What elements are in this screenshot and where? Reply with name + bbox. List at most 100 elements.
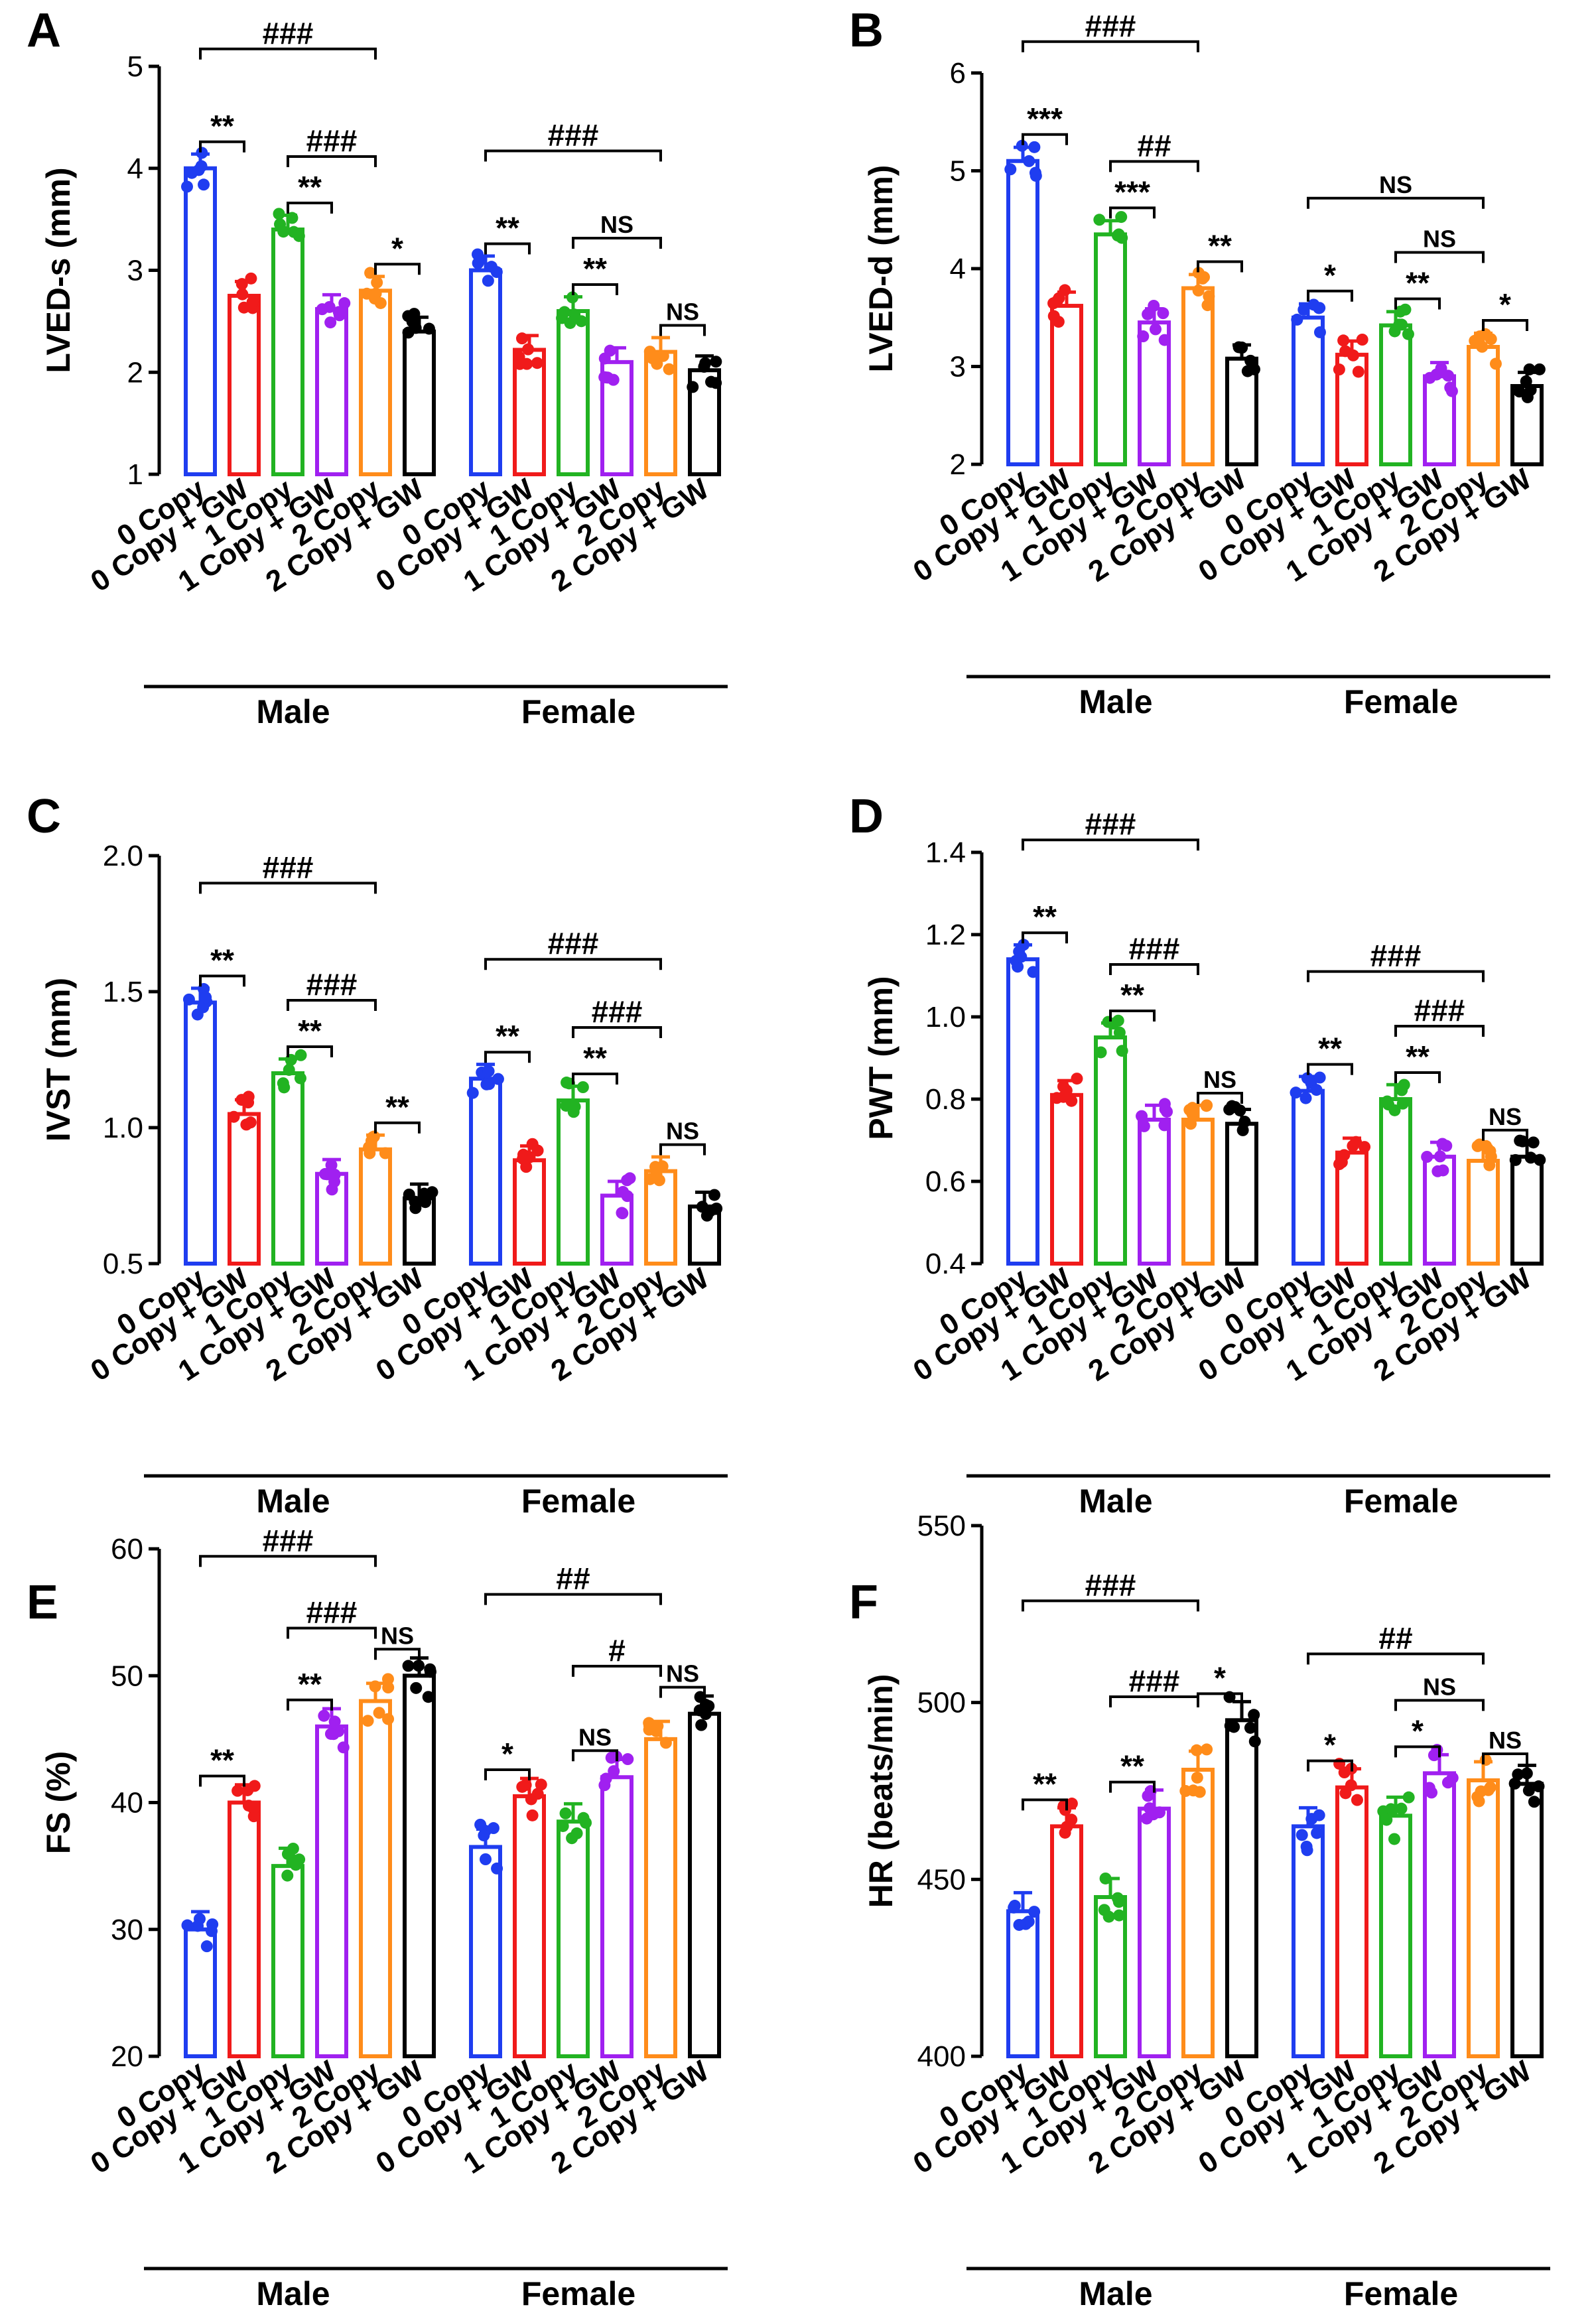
data-point — [699, 1699, 712, 1711]
data-point — [281, 1869, 294, 1882]
data-point — [1099, 1872, 1112, 1884]
bar — [1423, 1771, 1456, 2058]
data-point — [1310, 1084, 1323, 1096]
data-point — [1102, 1910, 1115, 1923]
significance-label: ## — [1378, 1620, 1412, 1655]
y-tick-label: 4 — [127, 153, 143, 185]
bar — [403, 329, 436, 476]
significance-bracket — [1022, 1798, 1068, 1811]
significance-bracket — [1394, 297, 1441, 310]
significance-label: *** — [1114, 174, 1150, 209]
data-point — [365, 1134, 377, 1147]
data-point — [236, 288, 249, 300]
y-tick-label: 40 — [111, 1787, 143, 1819]
significance-bracket — [199, 1555, 377, 1567]
bar — [1006, 1909, 1039, 2058]
bar — [469, 1077, 502, 1266]
data-point — [364, 267, 377, 279]
data-point — [1093, 214, 1106, 226]
data-point — [1136, 1110, 1148, 1122]
significance-label: * — [501, 1737, 513, 1771]
data-point — [182, 993, 195, 1006]
data-point — [382, 1682, 395, 1694]
significance-bracket — [484, 1593, 662, 1605]
bar — [315, 1724, 348, 2058]
panel-letter: B — [849, 4, 884, 57]
bar — [513, 348, 546, 476]
bar — [644, 1737, 677, 2058]
data-point — [1509, 1154, 1522, 1166]
significance-label: ** — [298, 1667, 322, 1701]
y-tick-label: 1.5 — [103, 976, 143, 1008]
data-point — [333, 309, 346, 322]
data-point — [240, 1118, 253, 1131]
significance-label: ** — [210, 1743, 234, 1778]
data-point — [192, 164, 205, 176]
significance-bracket — [659, 1685, 706, 1698]
data-point — [687, 381, 699, 393]
data-point — [369, 1680, 381, 1693]
bar — [271, 1071, 304, 1266]
data-point — [490, 266, 503, 279]
group-label: Male — [1079, 2275, 1152, 2309]
data-point — [1138, 1120, 1150, 1132]
data-point — [1311, 1827, 1323, 1839]
data-point — [1149, 323, 1162, 336]
data-point — [409, 322, 422, 334]
significance-label: ** — [1406, 1039, 1430, 1074]
y-tick-label: 500 — [917, 1687, 966, 1719]
panel-letter: D — [849, 790, 884, 843]
data-point — [316, 303, 328, 316]
significance-bracket — [287, 1626, 377, 1639]
significance-label: ### — [263, 850, 314, 884]
data-point — [1200, 1100, 1213, 1112]
significance-label: ** — [298, 1014, 322, 1048]
data-point — [1435, 362, 1447, 375]
data-point — [1016, 139, 1028, 152]
data-point — [474, 1818, 487, 1831]
significance-bracket — [1394, 1071, 1441, 1083]
y-tick-label: 0.6 — [925, 1165, 966, 1198]
significance-label: NS — [578, 1723, 612, 1750]
data-point — [294, 1072, 306, 1085]
significance-label: ### — [306, 967, 358, 1002]
data-point — [200, 991, 212, 1004]
data-point — [522, 343, 535, 356]
data-point — [699, 1708, 712, 1721]
group-label: Female — [521, 2275, 635, 2309]
bar — [1050, 304, 1083, 466]
significance-label: * — [1214, 1660, 1226, 1695]
significance-label: * — [1324, 1728, 1336, 1762]
data-point — [413, 1660, 425, 1672]
significance-label: ### — [1129, 931, 1180, 966]
data-point — [1442, 369, 1455, 382]
data-point — [273, 208, 285, 220]
significance-bracket — [484, 1051, 531, 1063]
data-point — [482, 275, 494, 287]
data-point — [1522, 1784, 1535, 1797]
bar — [557, 1098, 590, 1266]
data-point — [1356, 334, 1368, 346]
significance-label: * — [1324, 258, 1336, 293]
significance-label: ### — [1370, 939, 1422, 973]
panel-letter: C — [27, 790, 61, 843]
data-point — [1291, 313, 1303, 326]
data-point — [1027, 966, 1039, 978]
data-point — [1232, 341, 1245, 354]
significance-label: ### — [1414, 993, 1465, 1027]
data-point — [1185, 1118, 1197, 1130]
group-label: Female — [1344, 683, 1458, 720]
significance-label: ** — [1033, 1766, 1057, 1801]
data-point — [379, 1147, 391, 1159]
y-tick-label: 30 — [111, 1914, 143, 1946]
data-point — [535, 1778, 547, 1791]
data-point — [1234, 1104, 1246, 1117]
significance-label: ** — [583, 1041, 607, 1075]
significance-label: ** — [210, 109, 234, 143]
y-tick-label: 60 — [111, 1533, 143, 1565]
data-point — [520, 1161, 533, 1173]
y-tick-label: 0.8 — [925, 1083, 966, 1116]
